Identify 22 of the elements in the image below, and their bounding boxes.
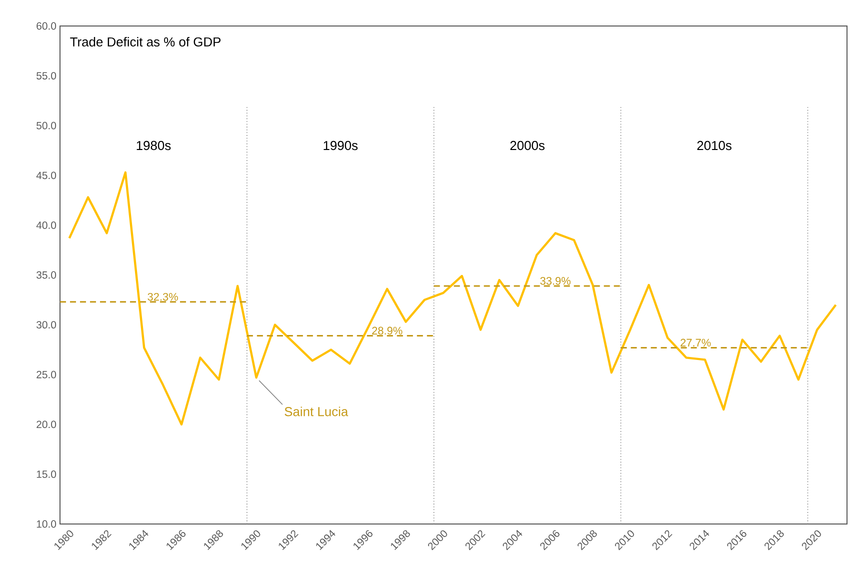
annotation: 2000s	[510, 140, 545, 150]
annotation: 1990s	[324, 140, 358, 150]
annotation: 32.3%	[148, 292, 178, 301]
y-tick-label: 25.0	[36, 370, 56, 378]
y-tick-label: 15.0	[36, 470, 56, 478]
y-tick-label: 40.0	[36, 222, 56, 229]
annotation: 27.7%	[680, 338, 711, 347]
y-tick-label: 60.0	[36, 22, 56, 30]
line-series	[68, 171, 837, 426]
annotation: 33.9%	[540, 277, 571, 285]
y-tick-label: 35.0	[36, 271, 56, 279]
y-tick-label: 45.0	[36, 172, 56, 180]
annotation: 1980s	[136, 140, 171, 150]
annotation: 2010s	[697, 140, 732, 150]
annotation: 28.9%	[372, 326, 402, 335]
text: Trade Deficit as % of GDP	[70, 36, 221, 46]
y-tick-label: 50.0	[36, 122, 56, 130]
y-tick-label: 55.0	[36, 72, 56, 80]
y-tick-label: 10.0	[36, 520, 56, 528]
y-tick-label: 30.0	[36, 321, 56, 329]
text: Saint Lucia	[284, 406, 348, 416]
y-tick-label: 20.0	[36, 420, 56, 428]
